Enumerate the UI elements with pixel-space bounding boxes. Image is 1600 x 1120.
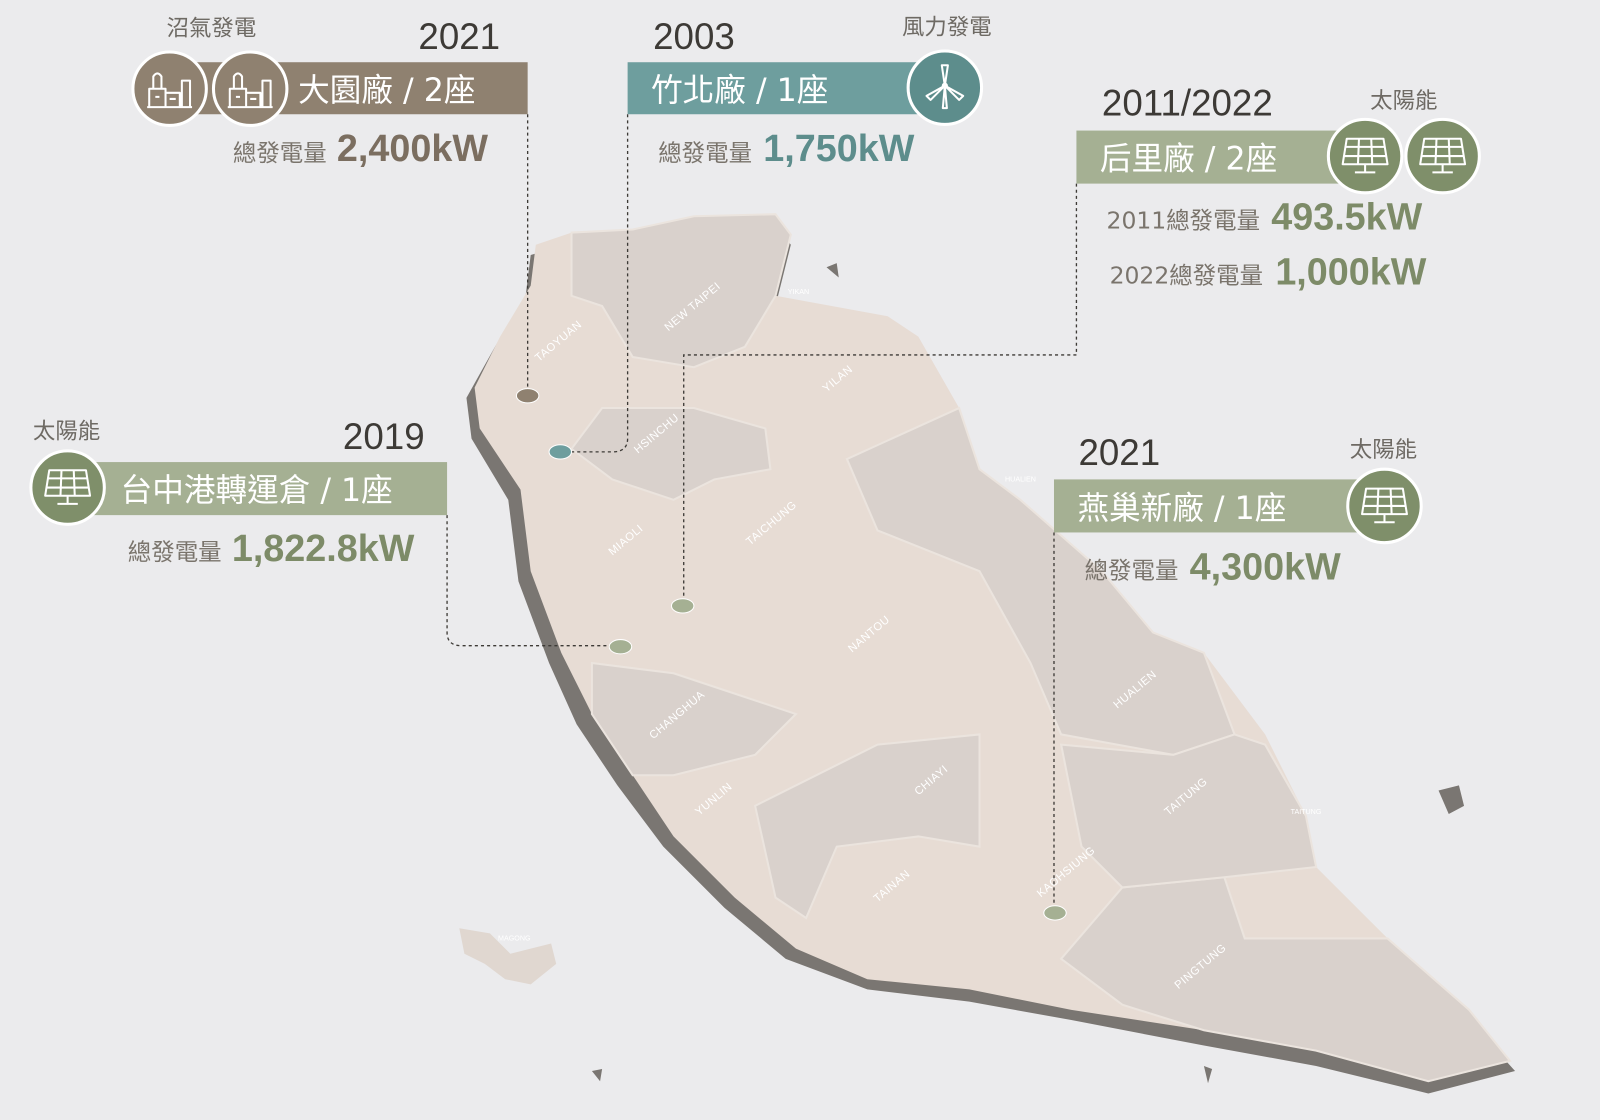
plant-card: 太陽能 2019 台中港轉運倉 / 1座 總發電量 1,822.8kW (29, 416, 448, 569)
power-value: 1,750kW (763, 127, 914, 169)
region-label: YIKAN (788, 288, 809, 296)
plant-card: 2003 風力發電 竹北廠 / 1座 總發電量 1,750kW (627, 15, 992, 169)
plant-year: 2011/2022 (1102, 82, 1273, 123)
region-label: HUALIEN (1005, 475, 1036, 483)
plant-type: 沼氣發電 (167, 16, 257, 42)
leaders (446, 114, 1078, 921)
power-value: 2,400kW (337, 127, 488, 169)
plant-name: 后里廠 / 2座 (1100, 141, 1277, 177)
name-bar (1053, 479, 1383, 533)
plant-card: 沼氣發電 2021 大園廠 / 2座 總發電量 2,400kW (131, 16, 528, 169)
location-dot (1043, 905, 1067, 921)
district (753, 733, 981, 920)
power-label: 總發電量 (233, 139, 327, 167)
power-label: 2022總發電量 (1110, 262, 1264, 290)
name-bar (1076, 130, 1368, 184)
plant-type: 太陽能 (1350, 437, 1417, 463)
plant-type: 太陽能 (1370, 88, 1437, 114)
location-dot (515, 388, 540, 404)
location-dot (670, 598, 695, 614)
plant-type: 太陽能 (33, 419, 100, 445)
power-value: 4,300kW (1190, 545, 1341, 587)
region-label: TAITUNG (1291, 808, 1322, 816)
plant-year: 2021 (418, 16, 500, 57)
power-value: 1,822.8kW (232, 527, 415, 569)
district (590, 661, 798, 777)
plant-name: 台中港轉運倉 / 1座 (121, 473, 393, 509)
penghu (459, 928, 557, 985)
map: TAOYUAN NEW TAIPEI YILAN HSINCHU MIAOLI … (459, 213, 1516, 1094)
plant-card: 2021 太陽能 燕巢新廠 / 1座 總發電量 4,300kW (1053, 432, 1423, 587)
plant-name: 竹北廠 / 1座 (651, 73, 828, 109)
district (1059, 733, 1318, 889)
districts (570, 213, 1512, 1083)
plant-year: 2021 (1078, 432, 1160, 473)
plant-year: 2003 (653, 16, 735, 57)
district (845, 406, 1236, 756)
plant-card: 2011/2022 太陽能 后里廠 / 2座 2011總發電量 493.5kW … (1076, 82, 1481, 293)
location-dot (548, 444, 573, 460)
plant-year: 2019 (343, 416, 425, 457)
icon (211, 50, 289, 127)
leader-line (446, 515, 611, 647)
leader-line (683, 183, 1078, 600)
name-bar (627, 62, 944, 115)
power-value: 1,000kW (1275, 251, 1426, 293)
power-label: 總發電量 (1085, 556, 1179, 584)
plant-name: 燕巢新廠 / 1座 (1077, 491, 1286, 527)
district (570, 406, 772, 501)
power-label: 2011總發電量 (1107, 206, 1261, 234)
power-label: 總發電量 (658, 139, 752, 167)
icon (131, 50, 208, 127)
region-label: MAGONG (498, 934, 531, 942)
district (570, 213, 792, 369)
location-dot (608, 639, 633, 655)
power-label: 總發電量 (128, 538, 222, 566)
plant-name: 大園廠 / 2座 (298, 73, 475, 109)
name-bar (66, 462, 448, 516)
power-value: 493.5kW (1271, 196, 1422, 238)
leader-line (571, 114, 629, 453)
plant-type: 風力發電 (902, 15, 992, 41)
